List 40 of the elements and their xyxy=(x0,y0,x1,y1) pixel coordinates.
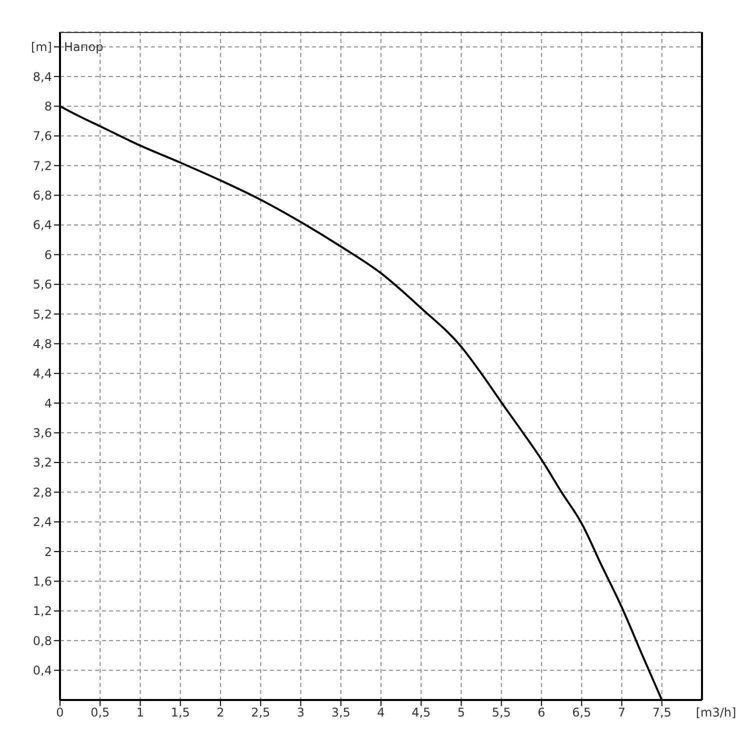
x-tick-label: 5,5 xyxy=(492,706,511,720)
y-tick-label: 2,4 xyxy=(32,515,52,530)
x-tick-label: 1 xyxy=(136,706,144,720)
x-tick-label: 5 xyxy=(457,706,466,720)
y-tick-label: 1,2 xyxy=(32,604,52,618)
y-tick-label: 5,2 xyxy=(32,307,52,322)
y-tick-label: 0,8 xyxy=(32,634,52,648)
y-tick-label: 7,2 xyxy=(32,158,52,173)
x-tick-label: 3 xyxy=(296,706,305,720)
x-tick-label: 3,5 xyxy=(331,706,350,720)
x-tick-label: 1,5 xyxy=(170,706,190,720)
x-tick-label: 2 xyxy=(216,706,224,720)
y-tick-label: 3,6 xyxy=(32,426,52,440)
y-tick-label: 5,6 xyxy=(32,278,52,292)
y-tick-label: 6,8 xyxy=(32,188,52,203)
x-axis-title: [m3/h] xyxy=(696,706,736,720)
y-tick-label: 4 xyxy=(44,396,52,410)
y-tick-label: 3,2 xyxy=(32,456,52,470)
x-tick-label: 0,5 xyxy=(90,706,110,720)
x-tick-label: 4,5 xyxy=(412,706,431,720)
y-tick-label: 2,8 xyxy=(32,485,52,500)
x-tick-label: 7,5 xyxy=(652,706,672,720)
y-tick-label: 6 xyxy=(44,248,52,262)
x-tick-label: 2,5 xyxy=(251,706,270,720)
y-tick-label: 0,4 xyxy=(32,664,52,678)
x-tick-label: 0 xyxy=(56,706,64,720)
y-tick-label: 1,6 xyxy=(32,574,52,589)
x-tick-label: 4 xyxy=(377,706,385,720)
y-axis-title: [m] xyxy=(30,40,52,54)
y-tick-label: 4,8 xyxy=(32,336,52,351)
y-tick-label: 2 xyxy=(44,544,52,559)
y-tick-label: 4,4 xyxy=(32,366,52,381)
y-tick-label: 7,6 xyxy=(32,129,52,144)
y-tick-label: 6,4 xyxy=(32,218,52,232)
x-tick-label: 6 xyxy=(538,706,546,720)
text: Напор xyxy=(64,40,104,54)
y-tick-label: 8 xyxy=(44,99,52,114)
x-tick-label: 7 xyxy=(618,706,626,720)
y-tick-label: 8,4 xyxy=(32,70,52,84)
x-tick-label: 6,5 xyxy=(572,706,592,720)
